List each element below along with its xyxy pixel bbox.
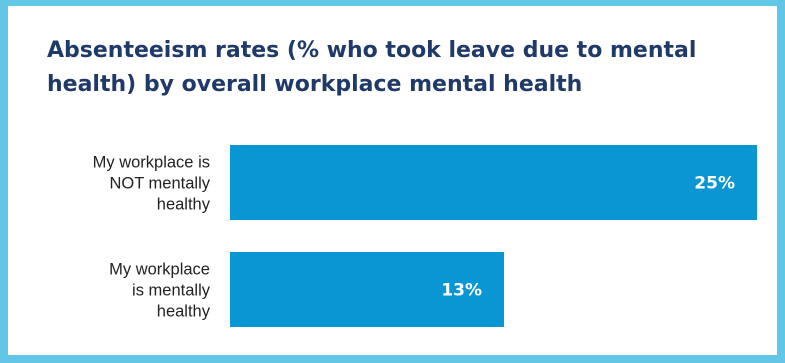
bars-group: 25% My workplace is NOT mentally healthy 13%… <box>93 145 757 327</box>
category-label: My workplace is NOT mentally healthy <box>93 154 211 214</box>
bar-2 <box>230 252 505 327</box>
bar-value-label: 13% <box>441 281 482 301</box>
bar-value-label: 25% <box>694 174 735 194</box>
bar-1 <box>230 145 757 220</box>
category-label: My workplace is mentally healthy <box>109 261 211 321</box>
chart-title: Absenteeism rates (% who took leave due … <box>47 38 697 97</box>
